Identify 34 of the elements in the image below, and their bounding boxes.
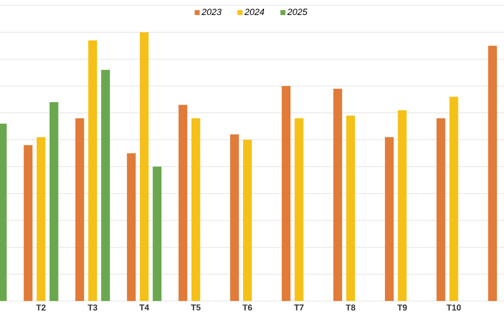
bar bbox=[24, 145, 33, 302]
x-tick-label: T4 bbox=[139, 304, 150, 310]
legend-label: 2024 bbox=[244, 8, 264, 16]
x-tick-label: T3 bbox=[88, 304, 98, 311]
x-tick-label: T10 bbox=[446, 304, 461, 311]
bar bbox=[488, 46, 497, 302]
x-tick-label: T9 bbox=[397, 304, 407, 311]
legend-label: 2025 bbox=[287, 8, 308, 16]
x-tick-label: T2 bbox=[36, 304, 46, 310]
bar bbox=[140, 32, 149, 302]
bar bbox=[333, 88, 342, 302]
bar bbox=[230, 134, 239, 302]
x-tick-label: T5 bbox=[190, 304, 201, 310]
bar bbox=[50, 102, 58, 302]
x-tick-label: T8 bbox=[346, 304, 356, 311]
bar bbox=[88, 40, 98, 302]
bar bbox=[282, 86, 291, 302]
bar bbox=[436, 118, 446, 302]
x-tick-label: T7 bbox=[294, 304, 304, 310]
bar bbox=[101, 70, 110, 302]
bar bbox=[36, 137, 46, 302]
bar bbox=[191, 118, 200, 302]
legend-label: 2023 bbox=[202, 8, 222, 16]
bar bbox=[294, 118, 304, 302]
bar bbox=[398, 110, 407, 302]
bar bbox=[152, 166, 162, 302]
bar bbox=[243, 140, 252, 302]
bar bbox=[75, 118, 84, 302]
bar bbox=[346, 116, 356, 302]
x-tick-label: T6 bbox=[242, 304, 252, 311]
bar bbox=[178, 104, 188, 302]
bar bbox=[449, 96, 458, 302]
bar bbox=[126, 153, 136, 302]
bar bbox=[384, 137, 394, 302]
